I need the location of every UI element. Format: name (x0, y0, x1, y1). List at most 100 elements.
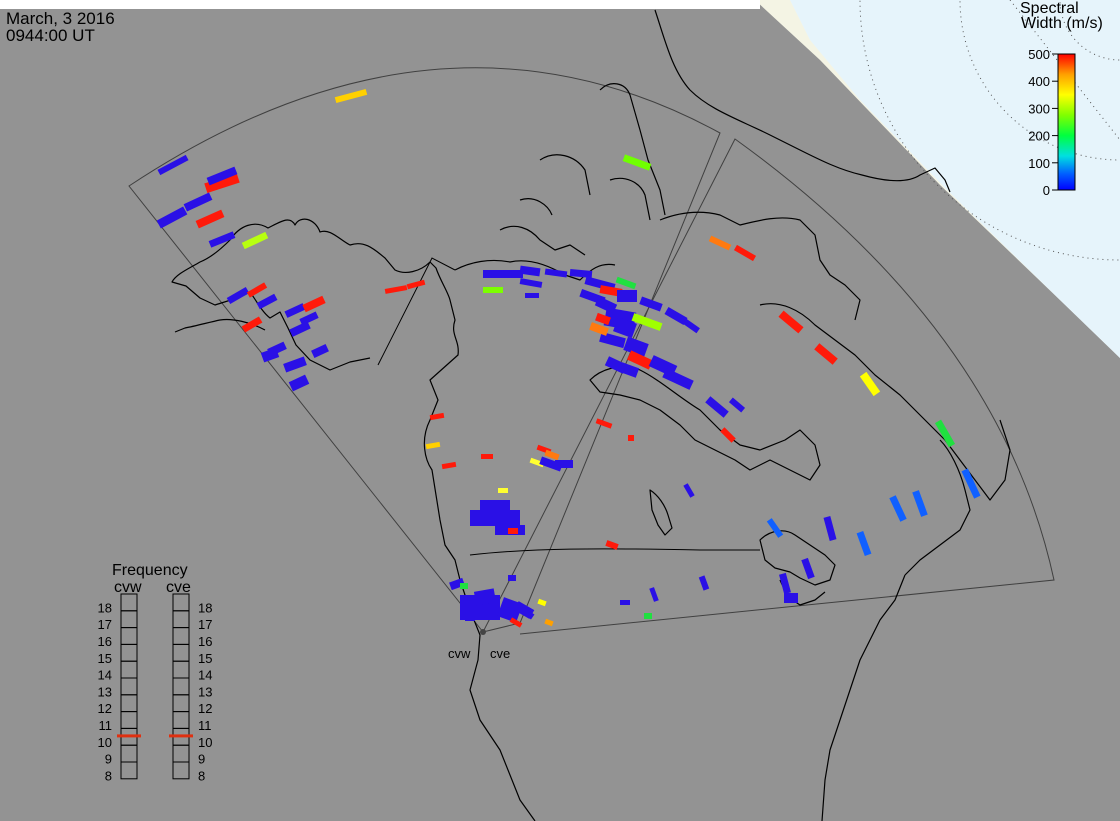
echo-cell (157, 154, 189, 176)
echo-cell (615, 276, 637, 290)
plot-date: March, 3 2016 (6, 9, 115, 28)
colorbar-tick-label: 300 (1028, 101, 1050, 116)
echo-cell (801, 557, 815, 580)
frequency-marker-cve (169, 734, 193, 738)
frequency-level-label-left: 10 (98, 735, 112, 750)
echo-cell (183, 192, 213, 212)
polar-cap-region (790, 0, 1120, 358)
frequency-level-label-right: 18 (198, 600, 212, 615)
colorbar-title-line2: Width (m/s) (1021, 15, 1103, 32)
echo-cell (498, 488, 508, 493)
echo-cell (497, 597, 523, 623)
frequency-level-label-right: 11 (198, 718, 212, 733)
echo-cell (204, 172, 240, 194)
echo-cell (856, 531, 872, 556)
frequency-level-label-right: 14 (198, 668, 212, 683)
echo-cell (525, 293, 539, 298)
frequency-level-label-left: 16 (98, 634, 112, 649)
top-strip (0, 0, 760, 9)
frequency-level-label-right: 17 (198, 617, 212, 632)
echo-cell (617, 290, 637, 302)
frequency-level-label-left: 12 (98, 701, 112, 716)
frequency-level-label-left: 18 (98, 600, 112, 615)
radar-site-marker (480, 629, 486, 635)
spectral-width-colorbar: Spectral Width (m/s) 500 400 300 200 100 0 (1020, 0, 1103, 198)
radar-label-cvw: cvw (448, 646, 471, 661)
echo-cell (288, 374, 310, 392)
echo-cell (733, 244, 757, 262)
echo-cell (620, 600, 630, 605)
echo-cell (544, 618, 554, 627)
echo-cell (639, 296, 663, 312)
echo-cell (544, 268, 568, 278)
echo-cell (483, 287, 503, 293)
frequency-level-label-left: 15 (98, 651, 112, 666)
echo-cell (859, 371, 881, 397)
frequency-title: Frequency (112, 562, 188, 579)
echo-cell (649, 587, 659, 602)
frequency-level-label-right: 9 (198, 752, 205, 767)
echo-cell (708, 235, 732, 251)
radar-fov-outlines (128, 67, 1055, 635)
political-borders (377, 257, 760, 556)
frequency-level-label-right: 10 (198, 735, 212, 750)
frequency-cell-cve (172, 761, 190, 780)
echo-cell (934, 419, 956, 448)
echo-cell (334, 88, 368, 104)
echo-cell (779, 572, 791, 595)
frequency-cell-cvw (120, 761, 138, 780)
echo-cell (823, 516, 837, 541)
echo-cell (241, 231, 269, 250)
echo-cell (465, 615, 475, 621)
echo-cell (473, 588, 497, 606)
echo-cell (814, 343, 838, 365)
echo-cell (683, 483, 695, 498)
echo-cell (311, 343, 329, 359)
echo-cell (241, 316, 263, 333)
echo-cell (470, 510, 520, 526)
colorbar-tick-label: 100 (1028, 156, 1050, 171)
radar-sites: cvw cve (448, 629, 510, 661)
echo-cell (961, 468, 981, 499)
frequency-label-cvw: cvw (114, 579, 142, 596)
plot-time: 0944:00 UT (6, 26, 95, 45)
colorbar-tick-label: 200 (1028, 129, 1050, 144)
echo-cell (246, 282, 268, 298)
echo-cell (509, 617, 523, 628)
echo-cell (569, 269, 593, 278)
echo-cell (429, 412, 445, 421)
echo-cell (283, 356, 307, 373)
echo-cell (595, 312, 611, 326)
echo-cell (628, 435, 634, 441)
echo-cell (425, 441, 441, 450)
echo-cell (302, 295, 326, 313)
frequency-level-label-left: 17 (98, 617, 112, 632)
colorbar-tick-label: 0 (1043, 183, 1050, 198)
echo-cell (889, 495, 907, 522)
frequency-level-label-left: 9 (105, 752, 112, 767)
echo-cell (519, 278, 543, 288)
echo-cell (460, 583, 468, 589)
frequency-level-label-left: 11 (99, 718, 113, 733)
echo-cell (784, 593, 798, 603)
radar-label-cve: cve (490, 646, 510, 661)
colorbar-tick-label: 400 (1028, 74, 1050, 89)
echo-cell (519, 606, 535, 620)
frequency-level-label-right: 13 (198, 684, 212, 699)
echo-cell (912, 490, 928, 517)
echo-cell (289, 321, 311, 337)
echo-cell (613, 317, 637, 338)
echo-cell (449, 577, 465, 591)
echo-cell (720, 427, 736, 443)
echo-cell (441, 461, 457, 470)
frequency-marker-cvw (117, 734, 141, 738)
echo-cell (662, 368, 694, 390)
echo-cell (698, 575, 710, 591)
echo-cell (544, 449, 560, 461)
echo-cell (589, 322, 609, 336)
frequency-level-label-right: 16 (198, 634, 212, 649)
echo-cell (195, 209, 225, 229)
echo-cell (208, 231, 236, 248)
echo-cell (618, 362, 640, 378)
